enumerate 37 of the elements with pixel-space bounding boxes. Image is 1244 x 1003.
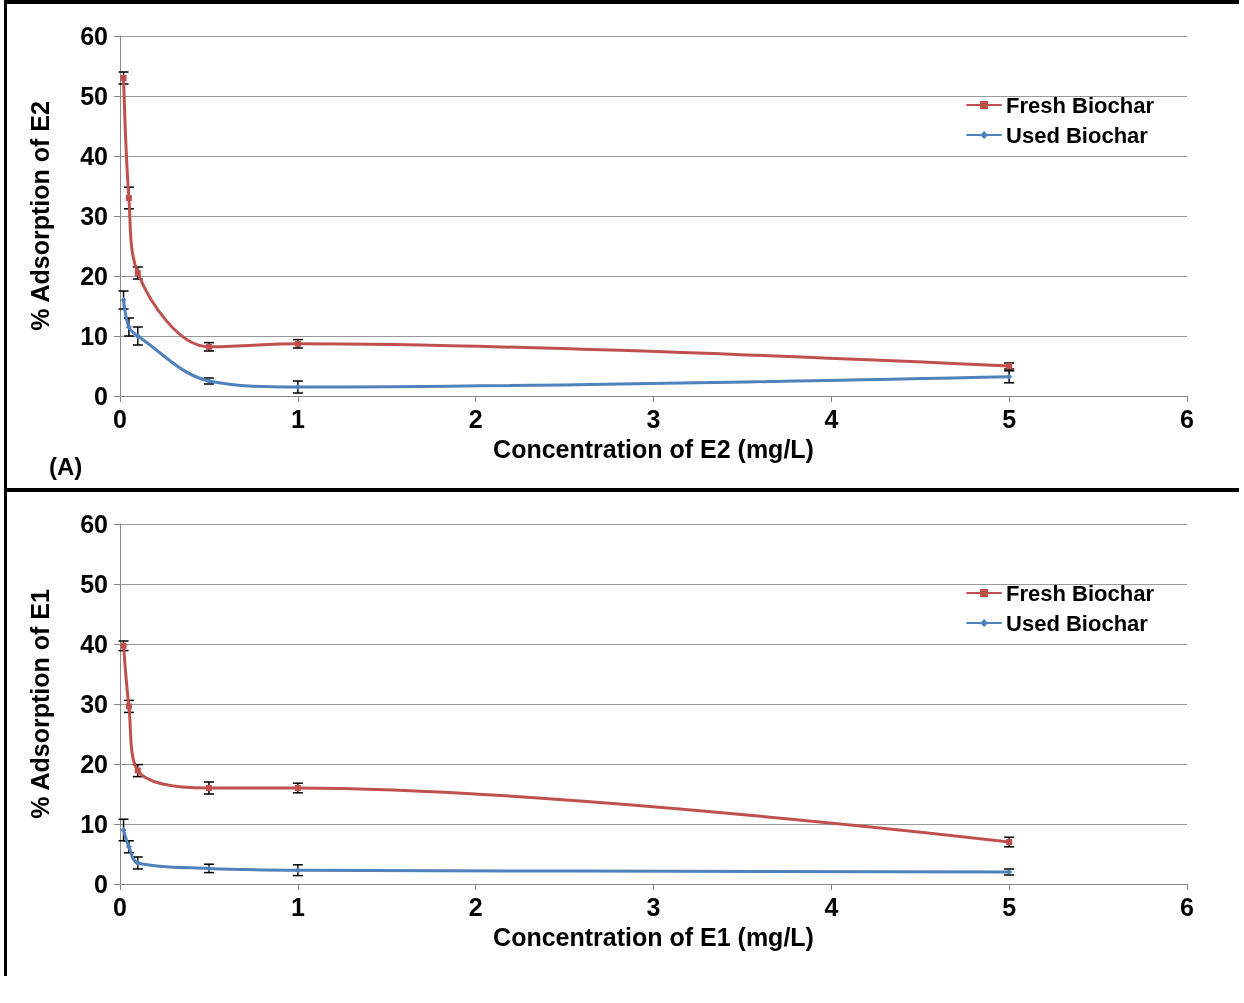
x-tick-label: 2 bbox=[468, 892, 483, 921]
x-tick-label: 4 bbox=[824, 892, 839, 921]
y-tick-label: 10 bbox=[80, 322, 108, 350]
legend-label: Fresh Biochar bbox=[1006, 580, 1155, 606]
y-tick-label: 40 bbox=[80, 630, 108, 658]
y-tick-label: 0 bbox=[94, 382, 108, 410]
y-tick-label: 0 bbox=[94, 870, 108, 898]
x-tick-label: 4 bbox=[824, 404, 839, 433]
legend-label: Fresh Biochar bbox=[1006, 92, 1155, 118]
x-tick-label: 5 bbox=[1002, 404, 1017, 433]
x-tick-label: 2 bbox=[468, 404, 483, 433]
x-tick-label: 1 bbox=[290, 404, 305, 433]
x-axis-title: Concentration of E1 (mg/L) bbox=[493, 922, 814, 951]
y-tick-label: 20 bbox=[80, 750, 108, 778]
y-tick-label: 60 bbox=[80, 22, 108, 50]
y-axis-title: % Adsorption of E1 bbox=[25, 589, 54, 819]
x-tick-label: 3 bbox=[646, 404, 661, 433]
x-tick-label: 0 bbox=[113, 404, 127, 433]
y-tick-label: 30 bbox=[80, 202, 108, 230]
legend-label: Used Biochar bbox=[1006, 122, 1149, 148]
x-axis-title: Concentration of E2 (mg/L) bbox=[493, 434, 814, 463]
x-tick-label: 3 bbox=[646, 892, 661, 921]
x-tick-label: 6 bbox=[1180, 404, 1194, 433]
text: (A) bbox=[49, 452, 83, 480]
x-tick-label: 6 bbox=[1180, 892, 1194, 921]
y-tick-label: 40 bbox=[80, 142, 108, 170]
y-tick-label: 50 bbox=[80, 570, 108, 598]
x-tick-label: 5 bbox=[1002, 892, 1017, 921]
x-tick-label: 1 bbox=[290, 892, 305, 921]
y-axis-title: % Adsorption of E2 bbox=[25, 101, 54, 331]
y-tick-label: 60 bbox=[80, 510, 108, 538]
y-tick-label: 30 bbox=[80, 690, 108, 718]
y-tick-label: 50 bbox=[80, 82, 108, 110]
y-tick-label: 10 bbox=[80, 810, 108, 838]
x-tick-label: 0 bbox=[113, 892, 127, 921]
y-tick-label: 20 bbox=[80, 262, 108, 290]
legend-label: Used Biochar bbox=[1006, 610, 1149, 636]
